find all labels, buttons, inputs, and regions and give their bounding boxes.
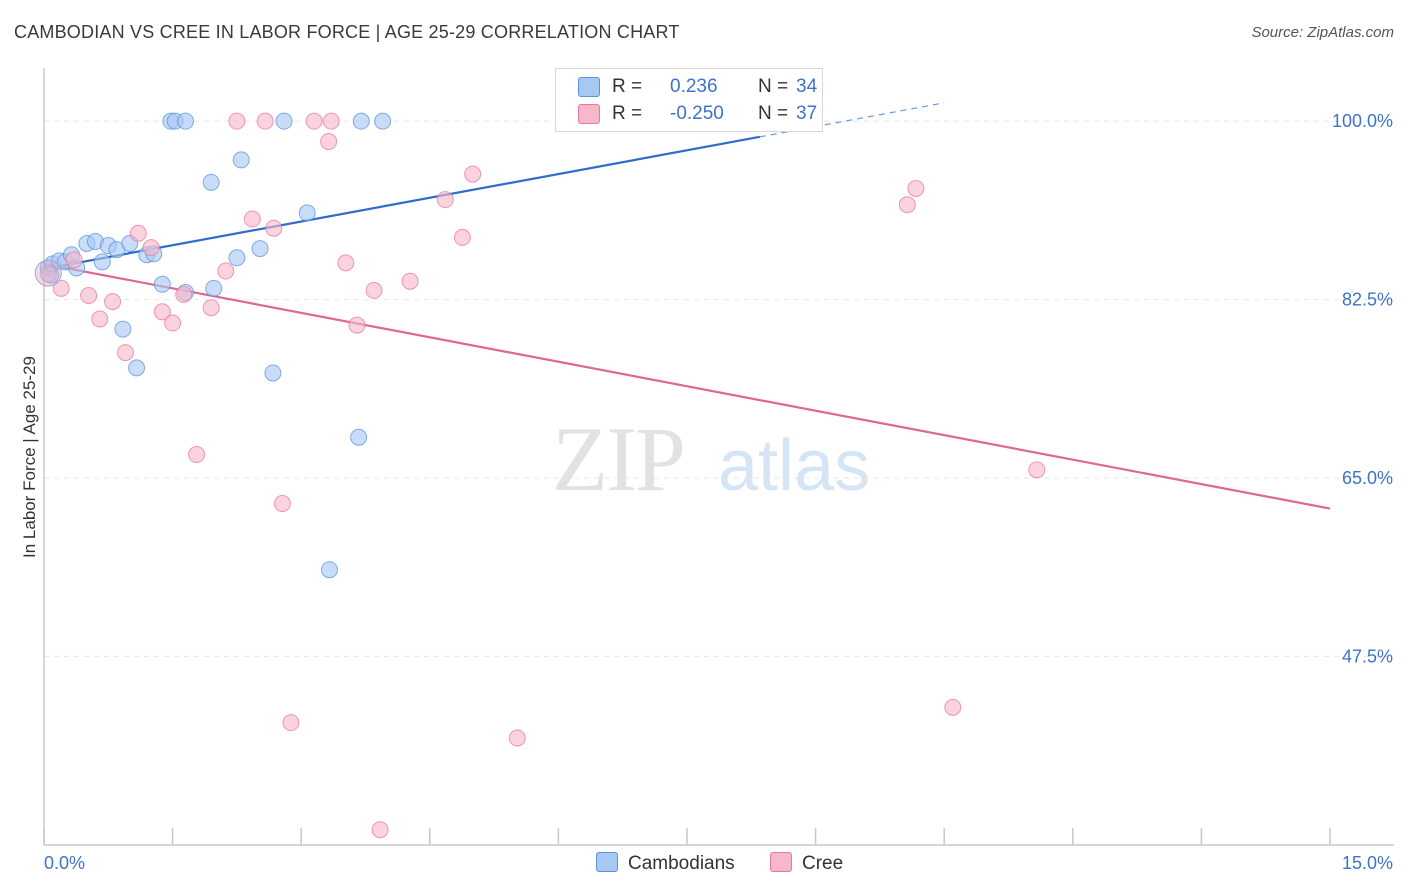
data-point-cree: [52, 279, 70, 297]
data-point-cree: [898, 196, 916, 214]
data-point-cree: [80, 287, 98, 304]
data-point-cree: [129, 224, 147, 242]
source-label: Source: ZipAtlas.com: [1251, 24, 1394, 41]
data-point-cree: [464, 165, 482, 183]
chart-title: CAMBODIAN VS CREE IN LABOR FORCE | AGE 2…: [14, 22, 680, 42]
data-point-cree: [153, 303, 171, 321]
legend-r-value: -0.250: [670, 103, 724, 124]
data-point-cree: [320, 133, 338, 151]
legend-item-cambodians: Cambodians: [596, 852, 735, 875]
legend-n-value: 37: [796, 103, 818, 124]
legend-r-label: R =: [612, 103, 643, 124]
x-tick-label-min: 0.0%: [44, 853, 85, 873]
legend-n-label: N =: [758, 76, 789, 97]
data-point-cambodian: [228, 249, 246, 267]
data-point-cambodian: [298, 204, 316, 222]
data-point-cambodian: [352, 112, 370, 130]
data-point-cree: [164, 314, 182, 332]
data-point-cree: [243, 210, 261, 228]
data-point-cree: [188, 446, 206, 464]
legend-label-cambodians: Cambodians: [628, 853, 735, 874]
data-point-cree: [265, 219, 283, 237]
tick-labels: 47.5% 65.0% 82.5% 100.0% 0.0% 15.0%: [44, 111, 1393, 873]
data-point-cree: [273, 494, 291, 512]
data-point-cambodian: [93, 253, 111, 271]
data-point-cree: [436, 191, 454, 209]
legend-n-value: 34: [796, 76, 818, 97]
data-point-cambodian: [128, 359, 146, 377]
data-point-cree: [401, 272, 419, 290]
data-point-cree: [104, 293, 122, 311]
data-point-cambodian: [320, 561, 338, 579]
data-point-cree: [91, 310, 109, 328]
data-point-cambodian: [114, 320, 132, 338]
y-tick-label: 100.0%: [1332, 111, 1393, 131]
data-point-cree: [907, 179, 925, 197]
trendline-cambodians: [43, 135, 761, 271]
data-point-cambodian: [275, 112, 293, 130]
data-point-cree: [322, 112, 340, 130]
y-tick-label: 65.0%: [1342, 468, 1393, 488]
data-point-cree: [116, 344, 134, 362]
watermark-atlas: atlas: [718, 426, 870, 506]
trendlines: [43, 102, 1331, 510]
data-point-cambodian: [202, 173, 220, 191]
correlation-legend: R = 0.236 N = 34 R = -0.250 N = 37: [555, 68, 823, 132]
legend-item-cree: Cree: [770, 852, 843, 875]
data-points: [34, 112, 1046, 839]
data-point-cambodian: [251, 240, 269, 258]
data-point-cambodian: [232, 151, 250, 169]
data-point-cree: [305, 112, 323, 130]
data-point-cree: [202, 299, 220, 317]
data-point-cree: [228, 112, 246, 130]
legend-label-cree: Cree: [802, 853, 844, 874]
data-point-cambodian: [264, 364, 282, 382]
data-point-cree: [365, 281, 383, 299]
legend-swatch-cambodians: [596, 852, 618, 872]
trendline-cambodians-extension: [759, 102, 945, 138]
watermark: ZIP atlas: [552, 408, 870, 510]
x-tick-label-max: 15.0%: [1342, 853, 1393, 873]
watermark-zip: ZIP: [552, 408, 684, 510]
data-point-cree: [508, 729, 526, 747]
legend-n-label: N =: [758, 103, 789, 124]
data-point-cree: [175, 285, 193, 303]
legend-swatch-cambodians: [578, 77, 600, 97]
data-point-cree: [453, 228, 471, 246]
gridlines: [44, 120, 1394, 657]
data-point-cambodian: [374, 112, 392, 130]
data-point-cree: [348, 316, 366, 334]
y-tick-label: 47.5%: [1342, 646, 1393, 666]
legend-swatch-cree: [770, 852, 792, 872]
legend-swatch-cree: [578, 104, 600, 124]
data-point-cree: [65, 251, 83, 269]
data-point-cambodian: [176, 112, 194, 130]
data-point-cambodian: [153, 275, 171, 293]
y-axis-label: In Labor Force | Age 25-29: [20, 356, 39, 558]
data-point-cree: [1028, 461, 1046, 479]
data-point-cree: [371, 821, 389, 839]
data-point-cluster: [34, 259, 62, 287]
trendline-cree: [43, 262, 1331, 510]
legend-r-label: R =: [612, 76, 643, 97]
legend-r-value: 0.236: [670, 76, 718, 97]
data-point-cree: [944, 698, 962, 716]
data-point-cree: [337, 254, 355, 272]
data-point-cree: [142, 239, 160, 257]
data-point-cree: [282, 714, 300, 732]
data-point-cambodian: [350, 428, 368, 446]
data-point-cree: [256, 112, 274, 130]
y-tick-label: 82.5%: [1342, 290, 1393, 310]
axes: [43, 68, 1394, 846]
data-point-cree: [39, 265, 57, 283]
data-point-cambodian: [205, 279, 223, 297]
data-point-cree: [217, 262, 235, 280]
